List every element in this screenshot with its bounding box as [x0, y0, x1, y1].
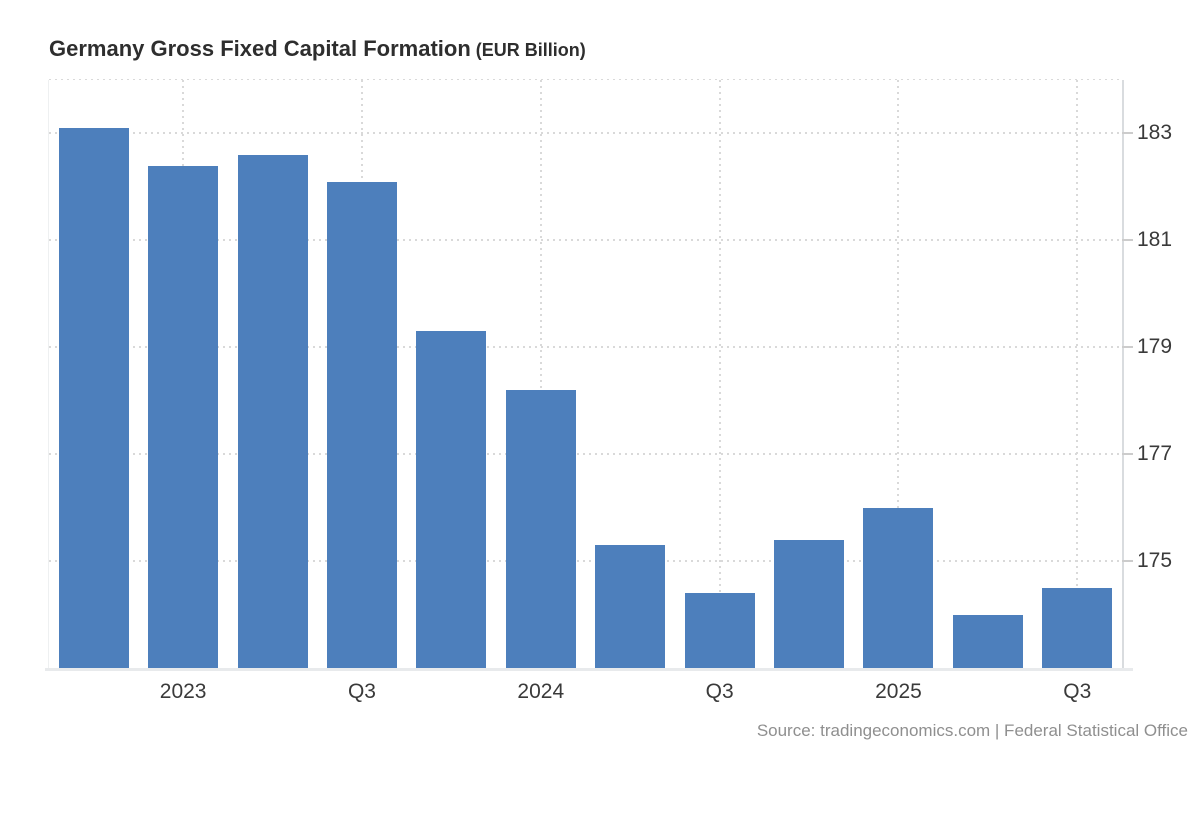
x-axis: 2023 Q3 2024 Q3 2025 Q3 [49, 680, 1122, 710]
bar-2024-Q3[interactable] [684, 593, 755, 668]
bar-2024-Q2[interactable] [595, 545, 666, 668]
x-axis-label: Q3 [705, 680, 734, 703]
x-axis-label: Q3 [1063, 680, 1092, 703]
y-axis-label: 177 [1137, 442, 1173, 466]
bar-2025-Q3[interactable] [1042, 587, 1113, 668]
bar-2023-Q2[interactable] [237, 154, 308, 668]
bar-2023-Q4[interactable] [416, 331, 487, 668]
v-gridline [718, 80, 721, 668]
x-axis-label: 2025 [875, 680, 922, 703]
y-axis-tick [1122, 453, 1133, 456]
source-attribution: Source: tradingeconomics.com | Federal S… [756, 721, 1188, 740]
bar-2024-Q4[interactable] [774, 539, 845, 668]
bar-2023-Q3[interactable] [326, 181, 397, 668]
x-axis-label: 2023 [159, 680, 207, 703]
y-axis-line [1122, 80, 1124, 668]
bar-2025-Q2[interactable] [952, 614, 1023, 668]
h-gridline [49, 560, 1122, 563]
y-axis-tick [1122, 560, 1133, 563]
h-gridline [49, 239, 1122, 242]
y-axis-tick [1122, 239, 1133, 242]
bar-2024-Q1[interactable] [505, 390, 576, 668]
y-axis-label: 175 [1137, 549, 1173, 573]
v-gridline [897, 80, 900, 668]
y-axis-tick [1122, 346, 1133, 349]
h-gridline [49, 346, 1122, 349]
y-axis-label: 179 [1137, 335, 1173, 359]
h-gridline [49, 453, 1122, 456]
x-axis-line [45, 668, 1133, 671]
chart-title-unit: (EUR Billion) [475, 40, 586, 60]
bar-2025-Q1[interactable] [863, 507, 934, 668]
x-axis-label: 2024 [517, 680, 565, 703]
bar-2022-Q4[interactable] [58, 128, 129, 668]
bar-2023-Q1[interactable] [148, 165, 219, 668]
v-gridline [539, 80, 542, 668]
y-axis-tick [1122, 132, 1133, 135]
v-gridline [1076, 80, 1079, 668]
chart-title: Germany Gross Fixed Capital Formation (EU… [49, 36, 586, 62]
y-axis-label: 183 [1137, 121, 1173, 145]
plot-area[interactable] [49, 80, 1122, 668]
y-axis-label: 181 [1137, 228, 1173, 252]
y-axis: 175 177 179 181 183 [1122, 80, 1200, 668]
x-axis-label: Q3 [347, 680, 376, 703]
chart-title-text: Germany Gross Fixed Capital Formation [49, 36, 471, 61]
h-gridline [49, 132, 1122, 135]
